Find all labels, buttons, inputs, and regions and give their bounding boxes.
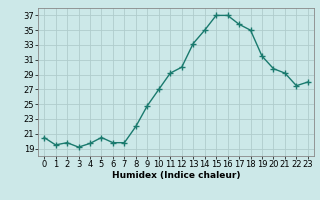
X-axis label: Humidex (Indice chaleur): Humidex (Indice chaleur) [112, 171, 240, 180]
